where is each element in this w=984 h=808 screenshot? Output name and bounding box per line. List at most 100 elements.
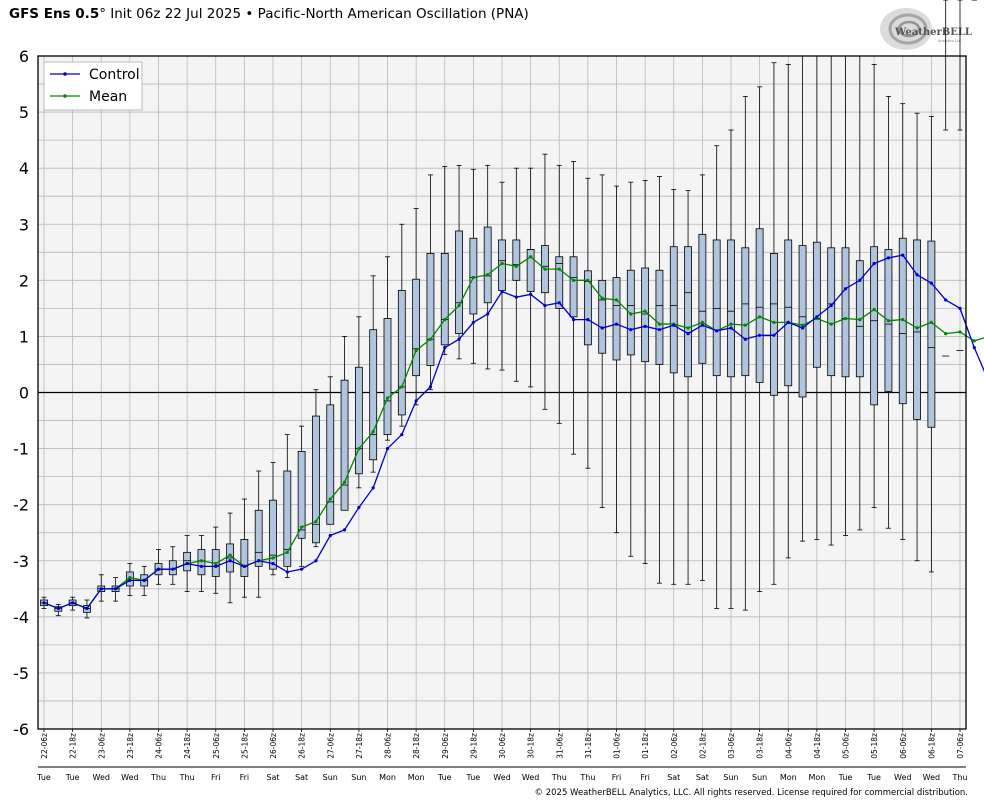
control-point <box>156 567 161 571</box>
box-iqr <box>770 253 778 396</box>
day-label: Tue <box>866 773 881 782</box>
ensemble-box <box>727 129 735 609</box>
x-tick-label: 02-18z <box>698 733 707 759</box>
control-point <box>772 333 776 337</box>
x-tick-label: 22-18z <box>69 733 78 759</box>
box-iqr <box>798 245 807 398</box>
control-point <box>71 601 75 605</box>
ensemble-box <box>269 462 277 576</box>
control-point <box>400 432 404 437</box>
ensemble-box <box>326 376 335 525</box>
mean-point <box>199 559 204 563</box>
control-point <box>371 486 375 490</box>
x-tick-label: 29-18z <box>469 733 478 759</box>
mean-point <box>972 339 976 343</box>
mean-point <box>543 267 547 271</box>
control-point <box>113 587 118 591</box>
control-point <box>142 578 146 582</box>
x-tick-label: 03-06z <box>727 733 736 759</box>
index-name: Pacific-North American Oscillation (PNA) <box>257 6 529 22</box>
y-tick-label: -5 <box>13 664 29 683</box>
control-point <box>786 320 790 324</box>
box-iqr <box>583 270 592 346</box>
day-label: Tue <box>838 773 853 782</box>
box-iqr <box>183 551 192 572</box>
day-label: Wed <box>121 773 138 782</box>
control-point <box>586 317 590 322</box>
ensemble-box <box>354 316 363 489</box>
x-tick-label: 07-06z <box>956 733 965 759</box>
chart-title: GFS Ens 0.5° Init 06z 22 Jul 2025 • Paci… <box>9 6 529 22</box>
control-point <box>758 333 762 337</box>
mean-point <box>729 322 733 326</box>
mean-point <box>328 497 332 501</box>
box-iqr <box>612 277 621 361</box>
mean-point <box>600 296 604 300</box>
x-tick-label: 30-06z <box>498 733 507 759</box>
control-point <box>686 332 690 336</box>
x-tick-label: 28-18z <box>412 733 421 759</box>
control-point <box>99 587 103 591</box>
degree-sign: ° <box>99 6 106 22</box>
ensemble-box <box>297 425 306 567</box>
box-iqr <box>913 239 921 420</box>
legend-label: Mean <box>89 89 127 105</box>
control-point <box>242 564 246 568</box>
control-point <box>901 253 905 257</box>
mean-point <box>944 332 948 336</box>
day-label: Wed <box>522 773 539 782</box>
mean-point <box>643 309 647 313</box>
ensemble-box <box>612 185 621 534</box>
mean-point <box>958 330 962 334</box>
mean-point <box>371 430 375 434</box>
x-tick-label: 27-06z <box>326 733 335 759</box>
box-iqr <box>455 230 463 335</box>
ensemble-box <box>498 181 506 371</box>
mean-point <box>915 326 919 330</box>
day-label: Tue <box>437 773 452 782</box>
box-iqr <box>569 256 578 318</box>
box-iqr <box>755 228 764 383</box>
ensemble-box <box>870 64 879 508</box>
ensemble-box <box>598 174 607 508</box>
day-label: Sun <box>752 773 767 782</box>
ensemble-box <box>755 86 764 592</box>
day-label: Tue <box>466 773 481 782</box>
control-point <box>457 337 461 341</box>
mean-point <box>500 261 504 266</box>
ensemble-box <box>927 116 936 573</box>
control-point <box>829 303 833 308</box>
ensemble-box <box>312 389 320 548</box>
x-tick-label: 26-18z <box>298 733 307 759</box>
box-iqr <box>684 246 692 378</box>
box-iqr <box>254 509 263 567</box>
control-point <box>886 256 891 260</box>
ensemble-box <box>254 470 263 598</box>
mean-point <box>285 550 289 554</box>
control-point <box>500 289 504 294</box>
ensemble-box <box>669 189 678 585</box>
box-iqr <box>784 239 793 387</box>
copyright-footer: © 2025 WeatherBELL Analytics, LLC. All r… <box>534 788 968 798</box>
control-point <box>486 312 490 316</box>
box-iqr <box>669 246 678 374</box>
control-point <box>357 505 361 510</box>
day-label: Fri <box>640 773 650 782</box>
ensemble-box <box>240 498 249 598</box>
mean-point <box>457 303 461 308</box>
x-tick-label: 04-06z <box>784 733 793 759</box>
mean-point <box>901 317 905 322</box>
day-label: Thu <box>951 773 967 782</box>
mean-point <box>872 307 876 312</box>
box-iqr <box>927 240 936 428</box>
control-point <box>600 326 604 330</box>
ensemble-box <box>369 275 378 473</box>
mean-point <box>357 446 361 451</box>
control-point <box>614 322 619 326</box>
box-iqr <box>555 256 564 309</box>
ensemble-box <box>913 112 921 562</box>
ensemble-box <box>641 180 650 564</box>
control-point <box>629 328 633 332</box>
control-point <box>915 273 919 277</box>
mean-point <box>400 385 404 389</box>
